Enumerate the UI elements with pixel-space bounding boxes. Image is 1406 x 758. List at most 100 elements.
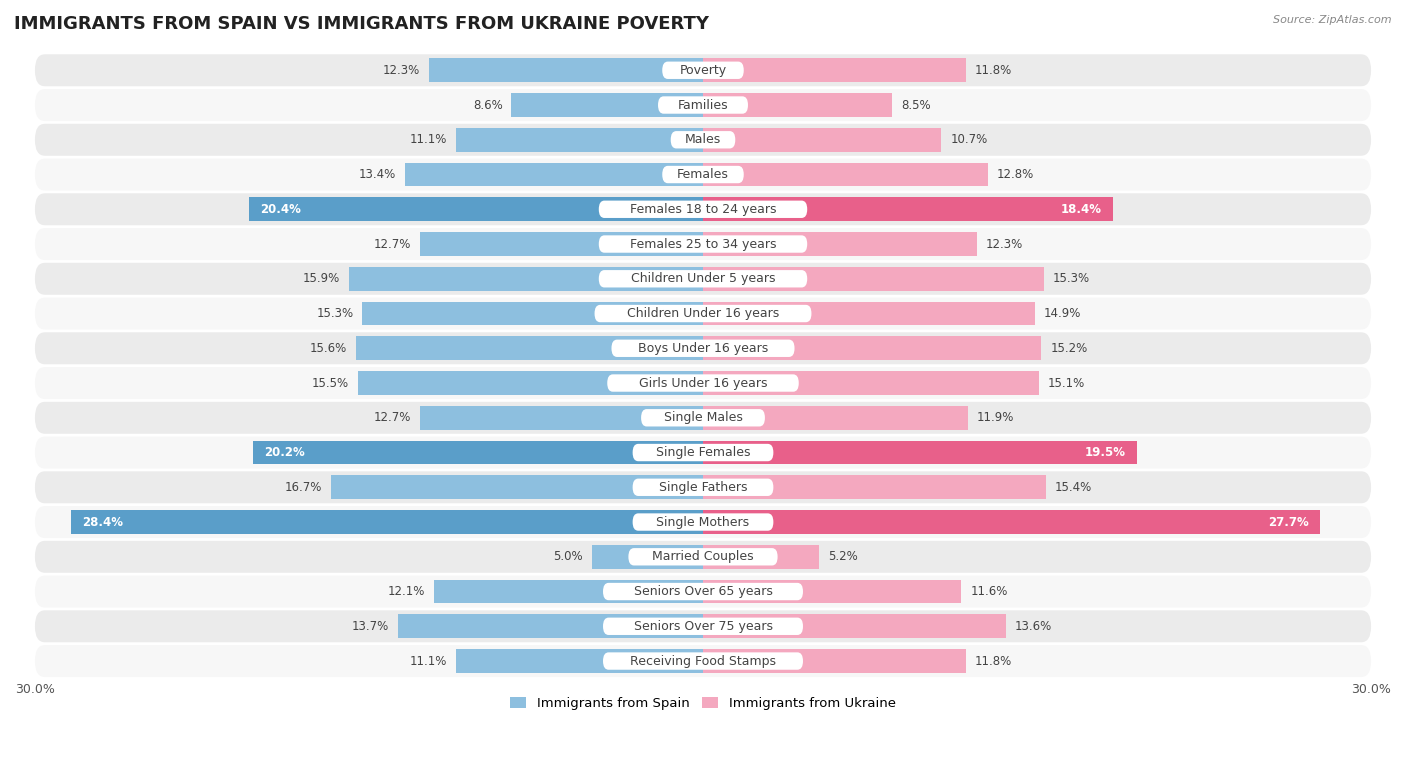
Bar [405,163,703,186]
Text: 10.7%: 10.7% [950,133,987,146]
FancyBboxPatch shape [35,610,1371,642]
FancyBboxPatch shape [35,540,1371,573]
Bar [703,128,941,152]
Text: 12.3%: 12.3% [986,237,1024,251]
Text: 15.5%: 15.5% [312,377,349,390]
Text: 8.6%: 8.6% [472,99,502,111]
FancyBboxPatch shape [612,340,794,357]
FancyBboxPatch shape [35,506,1371,538]
Bar [363,302,703,325]
Text: 11.6%: 11.6% [970,585,1008,598]
Text: Girls Under 16 years: Girls Under 16 years [638,377,768,390]
Bar [253,440,703,465]
Text: 15.4%: 15.4% [1054,481,1092,493]
Text: Seniors Over 75 years: Seniors Over 75 years [634,620,772,633]
Text: Children Under 16 years: Children Under 16 years [627,307,779,320]
Bar [703,650,966,673]
Bar [398,615,703,638]
Bar [703,440,1137,465]
Bar [703,267,1043,290]
Bar [703,337,1042,360]
Text: 12.3%: 12.3% [382,64,420,77]
FancyBboxPatch shape [607,374,799,392]
Text: 5.2%: 5.2% [828,550,858,563]
Text: 15.2%: 15.2% [1050,342,1088,355]
Text: 15.9%: 15.9% [302,272,340,285]
Bar [330,475,703,499]
FancyBboxPatch shape [633,513,773,531]
Text: Source: ZipAtlas.com: Source: ZipAtlas.com [1274,15,1392,25]
FancyBboxPatch shape [662,166,744,183]
Text: 12.7%: 12.7% [374,237,412,251]
Bar [703,615,1005,638]
Bar [420,406,703,430]
Text: 19.5%: 19.5% [1085,446,1126,459]
Text: 15.3%: 15.3% [316,307,353,320]
Text: 15.6%: 15.6% [309,342,347,355]
Text: 27.7%: 27.7% [1268,515,1309,528]
Bar [703,302,1035,325]
FancyBboxPatch shape [599,201,807,218]
Bar [512,93,703,117]
Bar [456,128,703,152]
FancyBboxPatch shape [628,548,778,565]
FancyBboxPatch shape [35,124,1371,155]
Bar [703,580,962,603]
Text: 13.4%: 13.4% [359,168,395,181]
Bar [703,545,818,568]
FancyBboxPatch shape [662,61,744,79]
Text: Females 25 to 34 years: Females 25 to 34 years [630,237,776,251]
Bar [429,58,703,82]
Bar [433,580,703,603]
Bar [703,198,1112,221]
FancyBboxPatch shape [35,89,1371,121]
Bar [592,545,703,568]
Text: 8.5%: 8.5% [901,99,931,111]
FancyBboxPatch shape [633,444,773,461]
FancyBboxPatch shape [633,478,773,496]
Text: 12.8%: 12.8% [997,168,1035,181]
Text: IMMIGRANTS FROM SPAIN VS IMMIGRANTS FROM UKRAINE POVERTY: IMMIGRANTS FROM SPAIN VS IMMIGRANTS FROM… [14,15,709,33]
FancyBboxPatch shape [35,298,1371,330]
Text: 5.0%: 5.0% [553,550,582,563]
Text: 15.1%: 15.1% [1047,377,1085,390]
FancyBboxPatch shape [641,409,765,427]
Bar [703,93,893,117]
FancyBboxPatch shape [603,653,803,670]
Text: 11.1%: 11.1% [409,133,447,146]
Text: 28.4%: 28.4% [82,515,122,528]
FancyBboxPatch shape [35,437,1371,468]
FancyBboxPatch shape [35,645,1371,677]
Text: 11.9%: 11.9% [977,412,1014,424]
Bar [249,198,703,221]
FancyBboxPatch shape [603,618,803,635]
FancyBboxPatch shape [671,131,735,149]
Text: 13.7%: 13.7% [352,620,389,633]
Text: 15.3%: 15.3% [1053,272,1090,285]
Bar [703,371,1039,395]
FancyBboxPatch shape [35,55,1371,86]
Text: Females: Females [678,168,728,181]
Text: 16.7%: 16.7% [285,481,322,493]
Legend: Immigrants from Spain, Immigrants from Ukraine: Immigrants from Spain, Immigrants from U… [505,692,901,716]
Text: 18.4%: 18.4% [1060,203,1102,216]
Text: Children Under 5 years: Children Under 5 years [631,272,775,285]
Text: Poverty: Poverty [679,64,727,77]
FancyBboxPatch shape [658,96,748,114]
Bar [703,232,977,256]
Bar [703,475,1046,499]
Text: 11.8%: 11.8% [974,655,1012,668]
Bar [703,406,967,430]
Bar [420,232,703,256]
FancyBboxPatch shape [35,263,1371,295]
FancyBboxPatch shape [35,367,1371,399]
Bar [703,58,966,82]
FancyBboxPatch shape [599,235,807,252]
Text: Married Couples: Married Couples [652,550,754,563]
FancyBboxPatch shape [35,402,1371,434]
Bar [349,267,703,290]
Text: 11.1%: 11.1% [409,655,447,668]
FancyBboxPatch shape [35,575,1371,607]
Text: Single Fathers: Single Fathers [659,481,747,493]
Text: 14.9%: 14.9% [1043,307,1081,320]
